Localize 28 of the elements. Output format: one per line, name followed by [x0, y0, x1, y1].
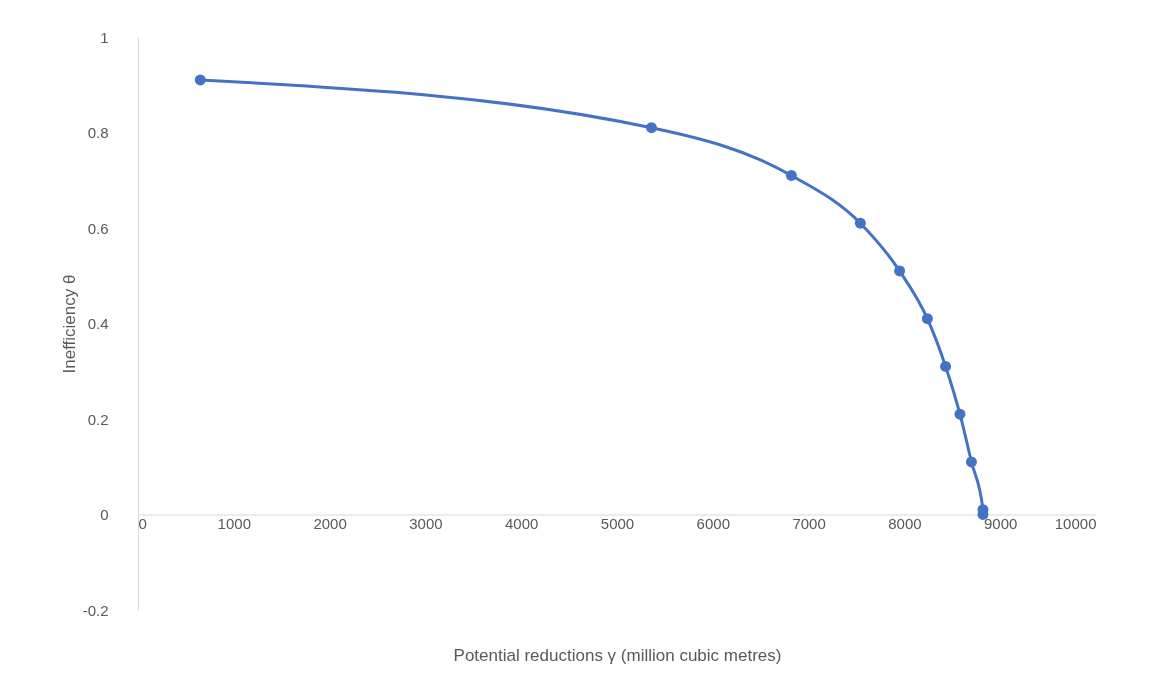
x-tick-label: 3000: [409, 515, 443, 532]
x-tick-label: 8000: [888, 515, 922, 532]
y-tick-label: 0.2: [87, 410, 109, 428]
x-tick-label: 7000: [792, 515, 826, 532]
x-tick-label: 6000: [696, 515, 730, 532]
point: [194, 74, 206, 86]
x-tick-label: 9000: [984, 515, 1018, 532]
x-tick-label: 0: [138, 515, 147, 532]
point: [646, 122, 657, 134]
y-tick-label: 1: [100, 28, 109, 46]
x-tick-label: 5000: [600, 515, 635, 532]
x-tick-label: 4000: [505, 515, 539, 532]
y-tick-label: -0.2: [82, 601, 109, 619]
point: [921, 313, 933, 325]
y-tick-label: 0.8: [87, 124, 109, 141]
x-tick-label: 2000: [313, 515, 347, 532]
y-axis-title: Inefficiency θ: [59, 274, 79, 374]
y-tick-label: 0.6: [87, 219, 109, 237]
point: [940, 361, 952, 372]
y-tick-label: 0.4: [87, 315, 109, 332]
point: [894, 265, 906, 277]
point: [954, 408, 966, 420]
point: [785, 170, 797, 181]
x-axis-title: Potential reductions γ (million cubic metres): [453, 645, 782, 665]
point: [854, 217, 866, 229]
x-tick-label: 1000: [217, 515, 251, 532]
point: [965, 456, 977, 468]
x-tick-label: 10000: [1054, 515, 1097, 532]
